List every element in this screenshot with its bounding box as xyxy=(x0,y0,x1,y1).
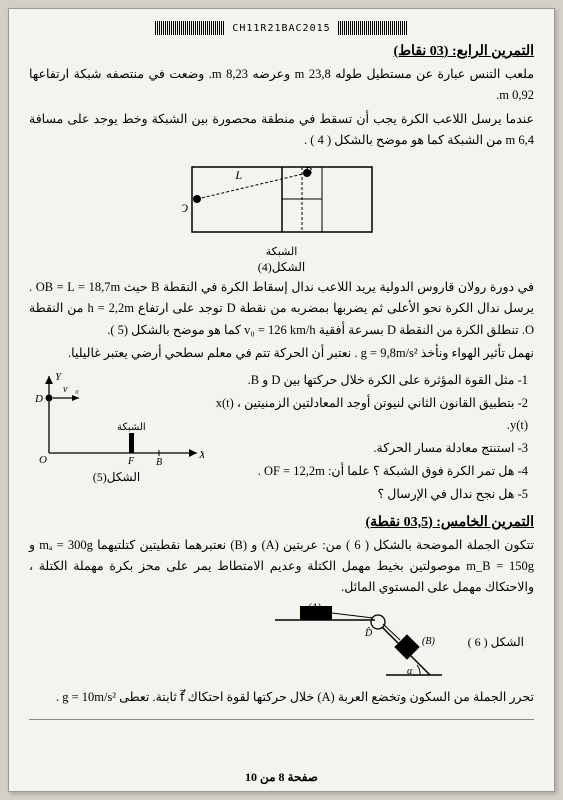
ex4-paragraph-4: نهمل تأثير الهواء ونأخذ g = 9,8m/s² . نع… xyxy=(29,343,534,364)
svg-text:Y: Y xyxy=(55,371,63,383)
ex4-paragraph-2: عندما يرسل اللاعب الكرة يجب أن تسقط في م… xyxy=(29,109,534,152)
exercise-5-title: التمرين الخامس: (03,5 نقطة) xyxy=(29,514,534,531)
ex5-paragraph-1: تتكون الجملة الموضحة بالشكل ( 6 ) من: عر… xyxy=(29,535,534,599)
svg-text:D̂: D̂ xyxy=(364,627,373,640)
svg-text:v⃗₀: v⃗₀ xyxy=(63,384,79,395)
ex5-paragraph-2: تحرر الجملة من السكون وتخضع العربة (A) خ… xyxy=(29,687,534,708)
svg-text:(A): (A) xyxy=(308,603,321,614)
svg-text:B: B xyxy=(156,457,162,468)
page-footer: صفحة 8 من 10 xyxy=(9,770,554,785)
ex4-q5: 5- هل نجح ندال في الإرسال ؟ xyxy=(212,484,528,505)
page: CH11R21BAC2015 التمرين الرابع: (03 نقاط)… xyxy=(8,8,555,792)
barcode-icon xyxy=(155,21,225,35)
svg-text:B: B xyxy=(304,164,312,178)
ex4-q4: 4- هل تمر الكرة فوق الشبكة ؟ علما أن: OF… xyxy=(212,461,528,482)
figure-6: (A) D̂ (B) α xyxy=(270,600,450,685)
svg-text:الشبكة: الشبكة xyxy=(117,422,146,433)
barcode-icon xyxy=(338,21,408,35)
trajectory-diagram: X Y O D v⃗₀ الشبكة F B xyxy=(29,368,204,468)
svg-text:O: O xyxy=(182,201,188,215)
footer-divider xyxy=(29,719,534,720)
figure-4-caption: الشكل(4) xyxy=(29,260,534,275)
figure-4: O B L الشبكة الشكل(4) xyxy=(29,157,534,275)
ex4-q1: 1- مثل القوة المؤثرة على الكرة خلال حركت… xyxy=(212,370,528,391)
svg-text:D: D xyxy=(34,393,43,405)
incline-diagram: (A) D̂ (B) α xyxy=(270,600,450,685)
barcode-header: CH11R21BAC2015 xyxy=(29,21,534,35)
svg-text:O: O xyxy=(39,454,47,466)
figure-5-caption: الشكل(5) xyxy=(29,470,204,485)
exercise-4-title: التمرين الرابع: (03 نقاط) xyxy=(29,43,534,60)
svg-text:X: X xyxy=(198,449,204,461)
svg-text:F: F xyxy=(127,456,135,467)
ex4-q3: 3- استنتج معادلة مسار الحركة. xyxy=(212,438,528,459)
barcode-text: CH11R21BAC2015 xyxy=(232,23,330,34)
ex4-paragraph-1: ملعب التنس عبارة عن مستطيل طوله 23,8 m و… xyxy=(29,64,534,107)
figure-5: X Y O D v⃗₀ الشبكة F B الشكل(5) xyxy=(29,368,204,485)
tennis-court-diagram: O B L xyxy=(182,157,382,247)
svg-text:α: α xyxy=(407,666,413,677)
net-label: الشبكة xyxy=(29,245,534,258)
ex4-paragraph-3: في دورة رولان قاروس الدولية يريد اللاعب … xyxy=(29,277,534,341)
svg-text:(B): (B) xyxy=(422,636,435,647)
svg-text:L: L xyxy=(234,168,242,182)
figure-6-caption: الشكل ( 6 ) xyxy=(468,635,524,650)
ex4-q2: 2- بتطبيق القانون الثاني لنيوتن أوجد الم… xyxy=(212,393,528,436)
